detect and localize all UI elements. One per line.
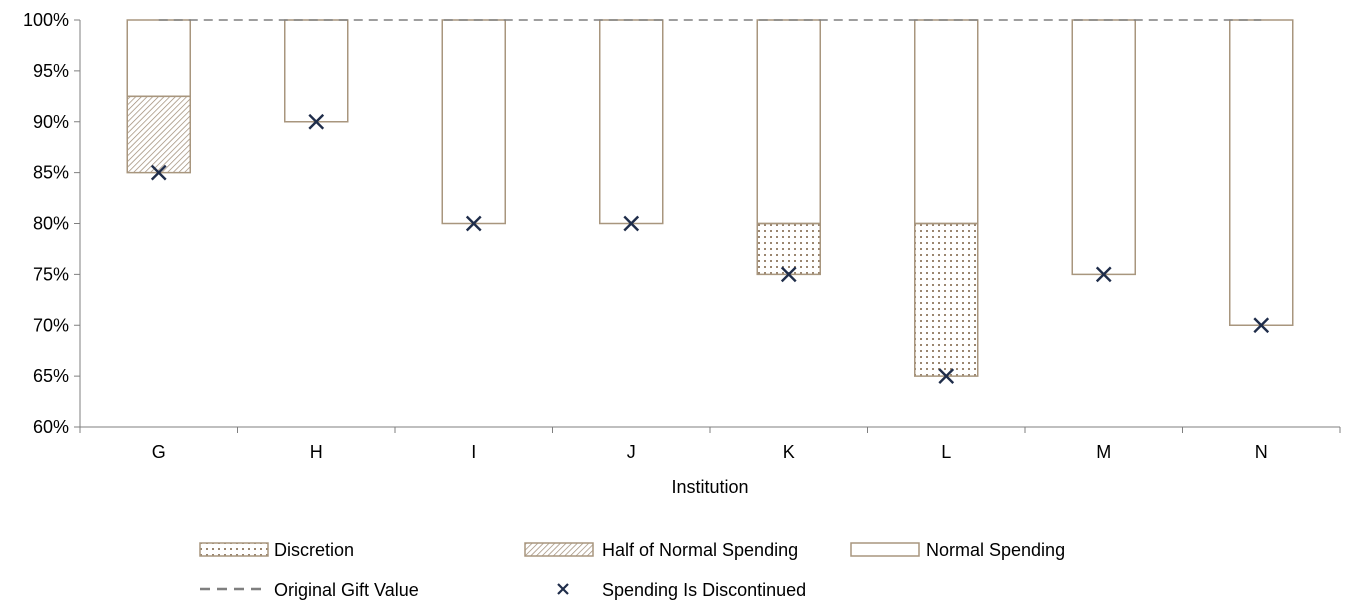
legend-item-discretion: Discretion — [199, 540, 354, 560]
y-tick-label: 65% — [33, 366, 69, 386]
marker-discontinued-n — [1253, 317, 1270, 334]
marker-discontinued-g — [150, 164, 167, 181]
marker-discontinued-h — [308, 113, 325, 130]
x-ticks: G H I J K L M N — [79, 427, 1341, 462]
marker-discontinued-i — [465, 215, 482, 232]
x-tick-label: G — [152, 442, 166, 462]
y-ticks: 60% 65% 70% 75% 80% 85% 90% 95% 100% — [23, 10, 80, 437]
y-tick-label: 75% — [33, 264, 69, 284]
markers-group — [150, 113, 1270, 384]
x-tick-label: N — [1255, 442, 1268, 462]
legend-item-normal: Normal Spending — [850, 540, 1065, 560]
marker-discontinued-j — [623, 215, 640, 232]
legend-swatch-half-normal — [524, 542, 594, 557]
x-tick-label: M — [1096, 442, 1111, 462]
bar-normal-n — [1229, 19, 1294, 326]
y-tick-label: 90% — [33, 112, 69, 132]
y-tick-label: 85% — [33, 163, 69, 183]
bar-discretion-l — [914, 222, 979, 377]
bar-normal-h — [284, 19, 349, 123]
x-tick-label: H — [310, 442, 323, 462]
legend-swatch-discretion — [199, 542, 269, 557]
legend-item-discontinued: Spending Is Discontinued — [557, 580, 806, 600]
bar-normal-j — [599, 19, 664, 225]
legend-label-half-normal: Half of Normal Spending — [602, 540, 798, 560]
legend-item-original-gift: Original Gift Value — [200, 580, 419, 600]
axes — [79, 20, 1340, 428]
legend-item-half-normal: Half of Normal Spending — [524, 540, 798, 560]
y-tick-label: 95% — [33, 61, 69, 81]
marker-discontinued-l — [938, 368, 955, 384]
legend-label-discontinued: Spending Is Discontinued — [602, 580, 806, 600]
y-tick-label: 100% — [23, 10, 69, 30]
x-tick-label: L — [941, 442, 951, 462]
bar-normal-m — [1071, 19, 1136, 276]
legend-marker-x-icon — [557, 583, 569, 595]
legend: Discretion Half of Normal Spending Norma… — [199, 540, 1065, 600]
y-tick-label: 80% — [33, 214, 69, 234]
legend-label-discretion: Discretion — [274, 540, 354, 560]
legend-label-normal: Normal Spending — [926, 540, 1065, 560]
bar-discretion-k — [756, 222, 821, 276]
x-tick-label: K — [783, 442, 795, 462]
x-axis-title: Institution — [671, 477, 748, 497]
marker-discontinued-m — [1095, 266, 1112, 283]
bar-normal-i — [441, 19, 506, 225]
x-tick-label: I — [471, 442, 476, 462]
legend-swatch-normal — [850, 542, 920, 557]
bar-half-g — [126, 95, 191, 174]
bars-group — [126, 19, 1294, 377]
bar-normal-g — [126, 19, 191, 98]
x-tick-label: J — [627, 442, 636, 462]
bar-normal-l — [914, 19, 979, 225]
y-tick-label: 60% — [33, 417, 69, 437]
marker-discontinued-k — [780, 266, 797, 283]
bar-normal-k — [756, 19, 821, 225]
legend-label-original-gift: Original Gift Value — [274, 580, 419, 600]
y-tick-label: 70% — [33, 315, 69, 335]
